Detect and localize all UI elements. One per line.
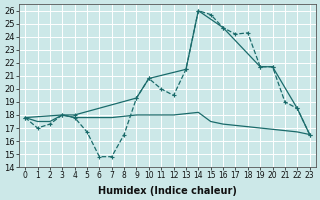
X-axis label: Humidex (Indice chaleur): Humidex (Indice chaleur) — [98, 186, 237, 196]
